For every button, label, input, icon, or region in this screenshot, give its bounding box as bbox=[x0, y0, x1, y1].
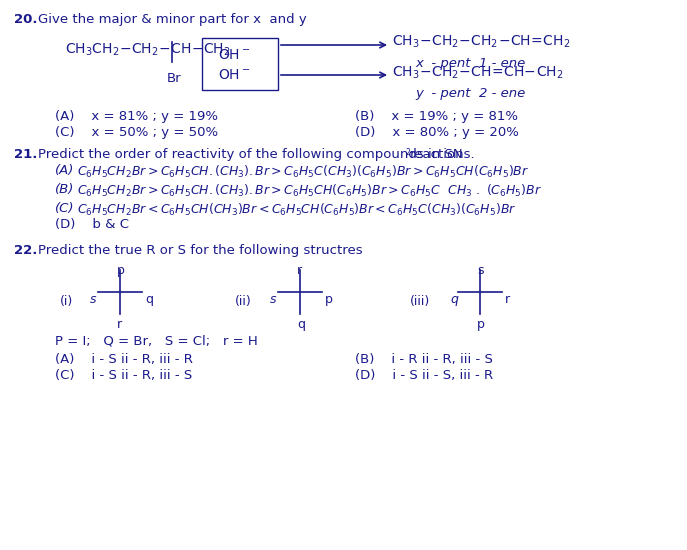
Text: $\mathregular{OH^-}$: $\mathregular{OH^-}$ bbox=[218, 68, 251, 82]
Text: s: s bbox=[477, 264, 484, 277]
Text: (D)    x = 80% ; y = 20%: (D) x = 80% ; y = 20% bbox=[355, 126, 519, 139]
Text: (i): (i) bbox=[60, 295, 74, 308]
Text: q: q bbox=[297, 318, 305, 331]
Text: (C)    i - S ii - R, iii - S: (C) i - S ii - R, iii - S bbox=[55, 369, 192, 382]
Text: (iii): (iii) bbox=[410, 295, 430, 308]
Text: 20.: 20. bbox=[14, 13, 38, 26]
Text: $\mathit{C_6H_5CH_2Br>C_6H_5CH.(CH_3).Br>C_6H_5CH(C_6H_5)Br>C_6H_5C\ \ CH_3\ .\ : $\mathit{C_6H_5CH_2Br>C_6H_5CH.(CH_3).Br… bbox=[77, 183, 542, 199]
Text: (D)    b & C: (D) b & C bbox=[55, 218, 129, 231]
Text: (A): (A) bbox=[55, 164, 74, 177]
Text: s: s bbox=[270, 293, 276, 306]
Text: (ii): (ii) bbox=[235, 295, 251, 308]
Text: p: p bbox=[325, 293, 333, 306]
Text: (D)    i - S ii - S, iii - R: (D) i - S ii - S, iii - R bbox=[355, 369, 493, 382]
Text: p: p bbox=[117, 264, 125, 277]
Text: 22.: 22. bbox=[14, 244, 37, 257]
Text: r: r bbox=[117, 318, 122, 331]
Text: Br: Br bbox=[167, 72, 181, 85]
Text: $\mathregular{CH_3\!-\!CH_2\!-\!CH\!=\!CH\!-\!CH_2}$: $\mathregular{CH_3\!-\!CH_2\!-\!CH\!=\!C… bbox=[392, 65, 563, 81]
Bar bbox=[202, 38, 278, 90]
Text: s: s bbox=[90, 293, 96, 306]
Text: $\mathregular{CH_3\!-\!CH_2\!-\!CH_2\!-\!CH\!=\!CH_2}$: $\mathregular{CH_3\!-\!CH_2\!-\!CH_2\!-\… bbox=[392, 34, 570, 50]
Text: y  - pent  2 - ene: y - pent 2 - ene bbox=[415, 87, 526, 100]
Text: reactions.: reactions. bbox=[410, 148, 475, 161]
Text: (B)    x = 19% ; y = 81%: (B) x = 19% ; y = 81% bbox=[355, 110, 518, 123]
Text: r: r bbox=[505, 293, 510, 306]
Text: $\mathit{C_6H_5CH_2Br<C_6H_5CH(CH_3)Br<C_6H_5CH(C_6H_5)Br<C_6H_5C(CH_3)(C_6H_5)B: $\mathit{C_6H_5CH_2Br<C_6H_5CH(CH_3)Br<C… bbox=[77, 202, 517, 218]
Text: (C)    x = 50% ; y = 50%: (C) x = 50% ; y = 50% bbox=[55, 126, 218, 139]
Text: (B)    i - R ii - R, iii - S: (B) i - R ii - R, iii - S bbox=[355, 353, 493, 366]
Text: $^2$: $^2$ bbox=[405, 148, 412, 158]
Text: q: q bbox=[145, 293, 153, 306]
Text: (B): (B) bbox=[55, 183, 74, 196]
Text: Give the major & minor part for x  and y: Give the major & minor part for x and y bbox=[38, 13, 307, 26]
Text: r: r bbox=[297, 264, 302, 277]
Text: x  - pent  1 - ene: x - pent 1 - ene bbox=[415, 57, 526, 70]
Text: $\mathregular{CH_3CH_2\!-\!CH_2\!-\!CH\!-\!CH_2}$: $\mathregular{CH_3CH_2\!-\!CH_2\!-\!CH\!… bbox=[65, 42, 231, 58]
Text: q: q bbox=[450, 293, 458, 306]
Text: (A)    x = 81% ; y = 19%: (A) x = 81% ; y = 19% bbox=[55, 110, 218, 123]
Text: $\mathit{C_6H_5CH_2Br>C_6H_5CH.(CH_3).Br>C_6H_5C(CH_3)(C_6H_5)Br>C_6H_5CH(C_6H_5: $\mathit{C_6H_5CH_2Br>C_6H_5CH.(CH_3).Br… bbox=[77, 164, 529, 180]
Text: p: p bbox=[477, 318, 485, 331]
Text: Predict the order of reactivity of the following compounds in SN: Predict the order of reactivity of the f… bbox=[38, 148, 462, 161]
Text: (A)    i - S ii - R, iii - R: (A) i - S ii - R, iii - R bbox=[55, 353, 193, 366]
Text: (C): (C) bbox=[55, 202, 74, 215]
Text: $\mathregular{OH^-}$: $\mathregular{OH^-}$ bbox=[218, 48, 251, 62]
Text: 21.: 21. bbox=[14, 148, 37, 161]
Text: Predict the true R or S for the following structres: Predict the true R or S for the followin… bbox=[38, 244, 363, 257]
Text: P = I;   Q = Br,   S = Cl;   r = H: P = I; Q = Br, S = Cl; r = H bbox=[55, 335, 258, 348]
